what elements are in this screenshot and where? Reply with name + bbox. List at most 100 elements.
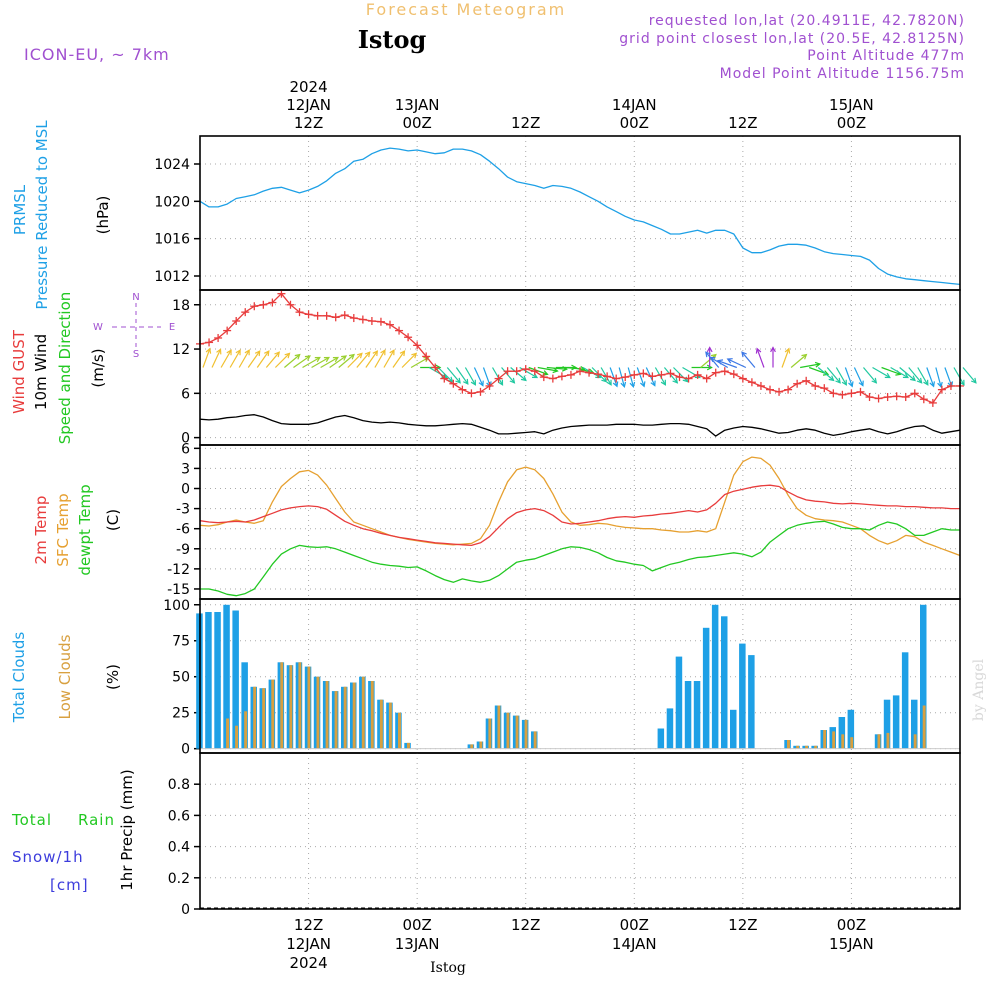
- low-cloud-bar: [796, 745, 799, 749]
- ytick-label-precip-3: 0.6: [168, 808, 190, 824]
- low-cloud-bar: [379, 699, 383, 749]
- requested-coords: requested lon,lat (20.4911E, 42.7820N): [649, 13, 965, 29]
- wind-arrow-head: [509, 377, 516, 384]
- wind-arrow-shaft: [293, 355, 311, 368]
- low-cloud-bar: [307, 666, 311, 749]
- gust-point: [268, 298, 277, 307]
- plot-layer: 1012101610201024061218-15-12-9-6-3036025…: [154, 78, 977, 972]
- gust-point: [657, 370, 666, 379]
- gust-point: [386, 320, 394, 329]
- low-cloud-bar: [886, 732, 890, 749]
- wind-arrow-shaft: [872, 366, 891, 379]
- pressure-panel: 1012 1016 1020 1024: [154, 135, 961, 291]
- footer-location: Istog: [430, 960, 466, 976]
- wind-arrow: [908, 367, 923, 384]
- low-cloud-bar: [244, 711, 248, 749]
- wind-dir-label: Speed and Direction: [56, 292, 74, 445]
- precip-total-label: Total: [11, 811, 52, 829]
- wind-arrow-head: [304, 355, 311, 361]
- gust-point: [358, 315, 367, 324]
- wind-arrow: [211, 348, 222, 368]
- gust-point: [883, 393, 892, 402]
- gust-point: [259, 300, 268, 309]
- wind-arrow-head: [650, 380, 656, 387]
- model-label: ICON-EU, ~ 7km: [24, 45, 170, 64]
- low-cloud-bar: [407, 742, 410, 749]
- gust-point: [286, 300, 295, 309]
- wind-arrow: [844, 367, 854, 388]
- low-cloud-bar: [787, 740, 790, 749]
- wind-arrow: [716, 359, 738, 369]
- wind-panel: 0 6 12 18: [172, 289, 977, 447]
- wind-arrow-shaft: [356, 351, 371, 368]
- wind-arrow-shaft: [492, 367, 504, 386]
- gust-point: [349, 314, 358, 323]
- bottom-tick-label: 12Z: [511, 916, 540, 934]
- low-cloud-bar: [388, 702, 392, 749]
- total-cloud-bar: [214, 612, 221, 749]
- t2m-label: 2m Temp: [32, 496, 50, 565]
- wind-arrow-head: [411, 352, 418, 359]
- wind-arrow: [741, 351, 756, 368]
- low-cloud-bar: [298, 662, 302, 749]
- wind-arrow-shaft: [636, 367, 645, 387]
- wind-arrow: [627, 367, 636, 389]
- wind-arrow: [926, 367, 935, 388]
- bottom-tick-label: 00Z: [402, 916, 431, 934]
- wind-arrow-shaft: [338, 354, 355, 368]
- wind-arrow-shaft: [428, 366, 447, 379]
- gust-point: [440, 374, 449, 383]
- gust-point: [548, 374, 557, 383]
- wind-arrow-head: [705, 351, 711, 358]
- total-cloud-bar: [223, 604, 230, 749]
- gust-point: [711, 368, 720, 377]
- low-cloud-bar: [850, 737, 854, 749]
- wind-arrow-head: [709, 356, 716, 363]
- sfc-temp-line: [199, 456, 961, 557]
- model-altitude: Model Point Altitude 1156.75m: [720, 66, 965, 82]
- wind-arrow-head: [226, 349, 232, 356]
- wind-arrow-shaft: [717, 360, 738, 369]
- wind-arrow-shaft: [383, 349, 395, 368]
- wind-arrow-shaft: [265, 351, 280, 368]
- wind-arrow-head: [970, 377, 977, 384]
- gust-point: [910, 389, 919, 398]
- low-cloud-bar: [823, 730, 827, 749]
- wind-arrow: [872, 366, 891, 379]
- bottom-tick-label: 14JAN: [612, 935, 657, 953]
- wind-arrow-head: [332, 356, 339, 363]
- wind-arrow-head: [835, 377, 841, 384]
- bottom-tick-label: 2024: [289, 954, 327, 972]
- ytick-label-pressure-3: 1024: [154, 157, 190, 173]
- ytick-label-temperature-6: 3: [181, 461, 190, 477]
- gust-point: [404, 333, 413, 342]
- wind-arrow-shaft: [347, 352, 363, 368]
- wind-arrow-shaft: [727, 358, 747, 369]
- gust-point: [747, 378, 756, 387]
- wind-gust-label: Wind GUST: [10, 329, 28, 414]
- wind-arrow-head: [455, 377, 461, 384]
- precip-frame: [199, 752, 961, 910]
- location-title: Istog: [358, 25, 427, 54]
- gust-point: [585, 368, 594, 377]
- wind-arrow-shaft: [926, 367, 935, 387]
- ytick-label-temperature-7: 6: [181, 441, 190, 457]
- wind-arrow: [202, 347, 212, 368]
- pressure-unit: (hPa): [94, 196, 112, 235]
- pressure-frame: [199, 135, 961, 291]
- wind-arrow: [229, 349, 241, 368]
- wind-arrow-head: [399, 350, 406, 357]
- wind-arrow-shaft: [546, 366, 567, 370]
- wind-arrow: [446, 367, 461, 384]
- total-cloud-bar: [847, 709, 855, 749]
- gust-point: [250, 302, 259, 311]
- wind-arrow-shaft: [374, 349, 386, 368]
- compass-e: E: [169, 322, 175, 333]
- gust-point: [820, 384, 829, 393]
- wind-arrow-head: [348, 353, 355, 360]
- bottom-tick-label: 00Z: [837, 916, 866, 934]
- wind-arrow-head: [937, 381, 943, 389]
- pressure-msl-label: Pressure Reduced to MSL: [33, 120, 51, 310]
- wind-arrow-shaft: [302, 356, 321, 369]
- wind-arrow: [238, 349, 250, 368]
